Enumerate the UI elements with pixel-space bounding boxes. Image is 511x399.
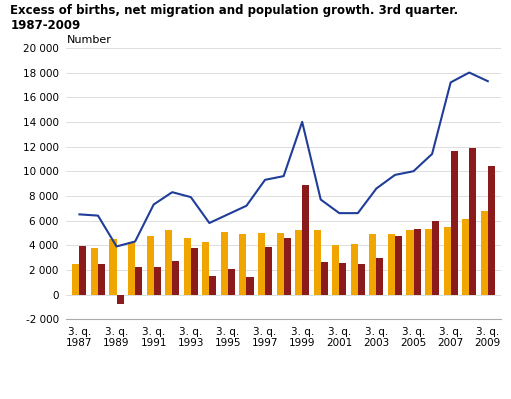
Bar	[172, 261, 179, 294]
Bar	[369, 234, 377, 294]
Bar	[488, 166, 495, 294]
Bar	[221, 232, 228, 294]
Bar	[481, 211, 488, 294]
Text: Excess of births, net migration and population growth. 3rd quarter. 1987-2009: Excess of births, net migration and popu…	[10, 4, 458, 32]
Bar	[284, 239, 291, 294]
Bar	[302, 185, 309, 294]
Bar	[91, 248, 98, 294]
Bar	[432, 221, 439, 294]
Bar	[276, 233, 284, 294]
Bar	[406, 230, 413, 294]
Bar	[117, 294, 124, 304]
Bar	[444, 227, 451, 294]
Bar	[246, 277, 253, 294]
Bar	[128, 241, 135, 294]
Bar	[265, 247, 272, 294]
Bar	[135, 267, 142, 294]
Bar	[295, 230, 302, 294]
Bar	[228, 269, 235, 294]
Bar	[321, 263, 328, 294]
Bar	[165, 230, 172, 294]
Bar	[358, 264, 365, 294]
Bar	[388, 234, 395, 294]
Bar	[413, 229, 421, 294]
Bar	[73, 264, 79, 294]
Bar	[314, 230, 321, 294]
Bar	[332, 245, 339, 294]
Bar	[339, 263, 346, 294]
Bar	[191, 248, 198, 294]
Bar	[462, 219, 469, 294]
Bar	[395, 236, 402, 294]
Bar	[184, 238, 191, 294]
Bar	[425, 229, 432, 294]
Bar	[258, 233, 265, 294]
Bar	[109, 239, 117, 294]
Bar	[147, 236, 154, 294]
Text: Number: Number	[66, 35, 111, 45]
Bar	[377, 257, 383, 294]
Bar	[98, 264, 105, 294]
Bar	[469, 148, 476, 294]
Bar	[240, 234, 246, 294]
Bar	[79, 246, 86, 294]
Bar	[210, 276, 217, 294]
Bar	[154, 267, 161, 294]
Bar	[202, 242, 210, 294]
Bar	[451, 152, 458, 294]
Bar	[351, 244, 358, 294]
